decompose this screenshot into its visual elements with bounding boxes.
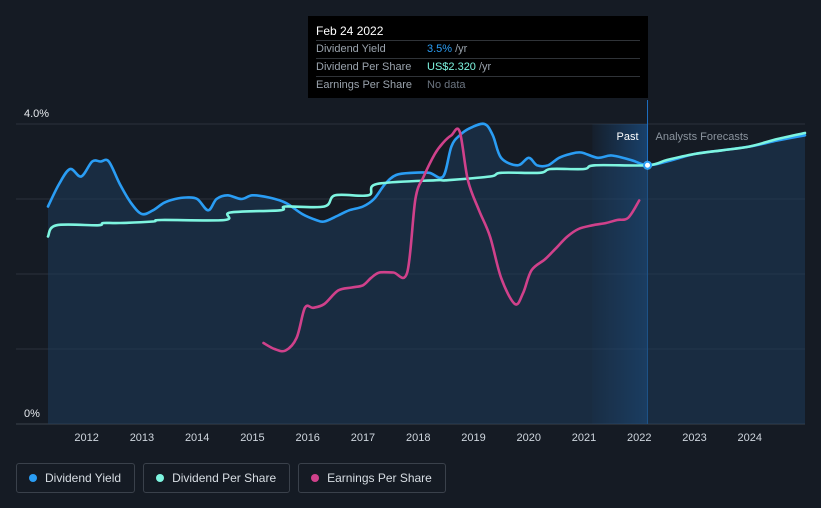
forecast-label: Analysts Forecasts — [656, 131, 749, 143]
x-tick-label: 2013 — [130, 432, 154, 444]
legend-dot-icon — [156, 474, 165, 482]
x-tick-label: 2012 — [74, 432, 98, 444]
tooltip-label: Earnings Per Share — [316, 79, 412, 91]
tooltip-unit: /yr — [478, 61, 492, 73]
x-tick-label: 2020 — [516, 432, 540, 444]
tooltip-unit: /yr — [455, 43, 468, 55]
legend-label: Earnings Per Share — [327, 471, 432, 485]
tooltip-value: US$2.320 — [427, 61, 476, 73]
x-tick-label: 2019 — [461, 432, 485, 444]
legend-item-earnings-per-share[interactable]: Earnings Per Share — [298, 463, 446, 493]
tooltip-label: Dividend Yield — [316, 43, 386, 55]
x-tick-label: 2018 — [406, 432, 430, 444]
tooltip-value: No data — [427, 79, 466, 91]
tooltip-row-dividend-per-share: Dividend Per Share US$2.320 /yr — [316, 58, 640, 76]
x-tick-label: 2023 — [682, 432, 706, 444]
tooltip-row-dividend-yield: Dividend Yield 3.5% /yr — [316, 40, 640, 58]
x-tick-label: 2014 — [185, 432, 209, 444]
legend-dot-icon — [29, 474, 37, 482]
x-tick-label: 2022 — [627, 432, 651, 444]
tooltip: Feb 24 2022 Dividend Yield 3.5% /yr Divi… — [308, 16, 648, 98]
dividend-per-share-line — [46, 131, 807, 238]
y-tick-label: 0% — [24, 408, 40, 420]
tooltip-row-earnings-per-share: Earnings Per Share No data — [316, 76, 640, 94]
tooltip-label: Dividend Per Share — [316, 61, 412, 73]
y-tick-label: 4.0% — [24, 108, 49, 120]
x-tick-label: 2024 — [738, 432, 762, 444]
x-tick-label: 2016 — [295, 432, 319, 444]
legend-item-dividend-per-share[interactable]: Dividend Per Share — [143, 463, 291, 493]
tooltip-value: 3.5% — [427, 43, 453, 55]
past-label: Past — [617, 131, 639, 143]
legend-label: Dividend Yield — [45, 471, 122, 485]
legend-dot-icon — [311, 474, 320, 482]
legend-item-dividend-yield[interactable]: Dividend Yield — [16, 463, 136, 493]
x-tick-label: 2021 — [572, 432, 596, 444]
dividend-yield-line — [46, 122, 807, 224]
x-tick-label: 2015 — [240, 432, 264, 444]
earnings-per-share-line — [262, 127, 641, 353]
dividend-yield-marker — [643, 160, 653, 170]
x-tick-label: 2017 — [351, 432, 375, 444]
legend-label: Dividend Per Share — [172, 471, 277, 485]
tooltip-date: Feb 24 2022 — [316, 24, 384, 38]
legend: Dividend Yield Dividend Per Share Earnin… — [16, 463, 446, 493]
